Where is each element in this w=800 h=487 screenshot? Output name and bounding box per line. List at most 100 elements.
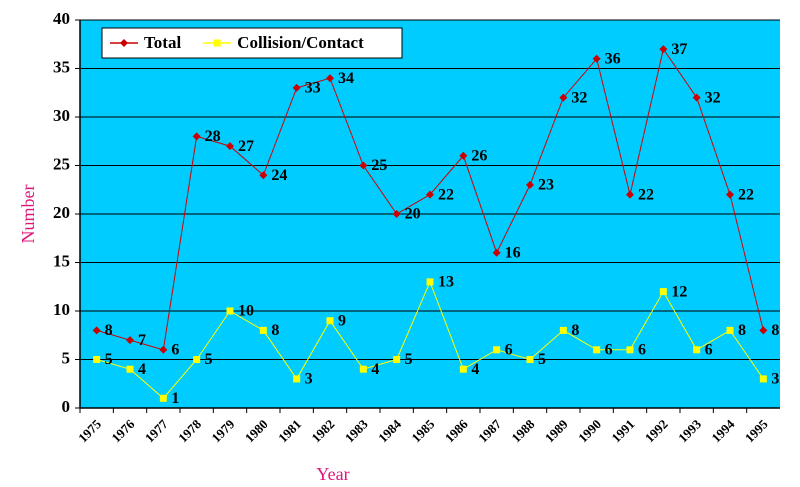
data-label: 8 [271,322,279,339]
legend-label: Collision/Contact [237,33,364,52]
marker [726,190,734,199]
data-label: 6 [605,341,613,358]
marker [659,288,667,296]
data-label: 22 [738,186,754,203]
data-label: 8 [738,322,746,339]
legend-label: Total [144,33,181,52]
marker [626,346,634,354]
y-tick-label: 30 [53,106,70,125]
data-label: 5 [405,351,413,368]
x-tick-label: 1984 [375,416,404,445]
x-tick-label: 1988 [508,416,537,445]
marker [659,45,668,54]
data-label: 6 [705,341,713,358]
marker [126,365,134,373]
x-tick-label: 1993 [675,416,704,445]
data-label: 22 [438,186,454,203]
y-tick-label: 20 [53,203,70,222]
marker [359,365,367,373]
x-tick-label: 1987 [475,416,504,445]
marker [213,39,221,47]
data-label: 8 [571,322,579,339]
marker [392,210,401,218]
data-label: 5 [205,351,213,368]
marker [459,151,468,160]
marker [426,190,434,199]
marker [193,356,201,363]
data-label: 27 [238,138,254,155]
data-label: 24 [271,167,287,184]
marker [726,326,734,334]
legend-box [101,27,403,59]
data-label: 12 [671,283,687,300]
data-label: 4 [138,361,146,378]
marker [92,326,101,335]
data-label: 26 [471,147,487,164]
marker [192,132,201,141]
data-label: 3 [305,371,313,388]
marker [759,326,768,335]
x-tick-label: 1977 [142,416,171,445]
marker [492,248,501,257]
y-tick-label: 5 [62,348,71,367]
marker [559,326,567,334]
data-label: 6 [171,341,179,358]
x-tick-label: 1991 [608,416,637,445]
y-tick-label: 40 [53,9,70,28]
data-label: 6 [638,341,646,358]
data-label: 5 [105,351,113,368]
x-tick-label: 1985 [408,416,437,445]
data-label: 1 [171,390,179,407]
x-tick-label: 1992 [642,416,671,445]
data-label: 10 [238,303,254,320]
marker [393,356,401,363]
x-axis-label: Year [316,464,349,484]
y-axis-label: Number [18,185,38,244]
marker [426,278,434,286]
y-tick-label: 25 [53,154,70,173]
marker [259,326,267,334]
x-tick-label: 1982 [308,416,337,445]
marker [292,83,301,92]
data-label: 4 [471,361,479,378]
data-label: 28 [205,128,221,145]
marker [592,54,601,63]
x-tick-label: 1989 [542,416,571,445]
x-tick-label: 1983 [342,416,371,445]
marker [526,356,534,363]
data-label: 32 [571,89,587,106]
data-label: 36 [605,50,621,67]
data-label: 9 [338,312,346,329]
marker [626,190,634,199]
data-label: 3 [771,371,779,388]
marker [226,307,234,315]
marker [759,375,767,383]
marker [259,171,268,180]
x-tick-label: 1978 [175,416,204,445]
data-label: 22 [638,186,654,203]
marker [593,346,601,354]
data-label: 23 [538,177,554,194]
data-label: 33 [305,80,321,97]
marker [359,161,368,170]
x-tick-label: 1980 [242,416,271,445]
marker [693,346,701,354]
data-label: 5 [538,351,546,368]
marker [326,74,334,83]
marker [226,142,234,151]
marker [93,356,101,363]
data-label: 37 [671,41,687,58]
data-label: 8 [105,322,113,339]
x-tick-label: 1975 [75,416,104,445]
data-label: 8 [771,322,779,339]
marker [120,39,128,47]
data-label: 32 [705,89,721,106]
x-tick-label: 1981 [275,416,304,445]
data-label: 20 [405,206,421,223]
marker [159,345,168,354]
marker [293,375,301,383]
marker [493,346,501,354]
y-tick-label: 35 [53,57,70,76]
x-tick-label: 1995 [742,416,771,445]
